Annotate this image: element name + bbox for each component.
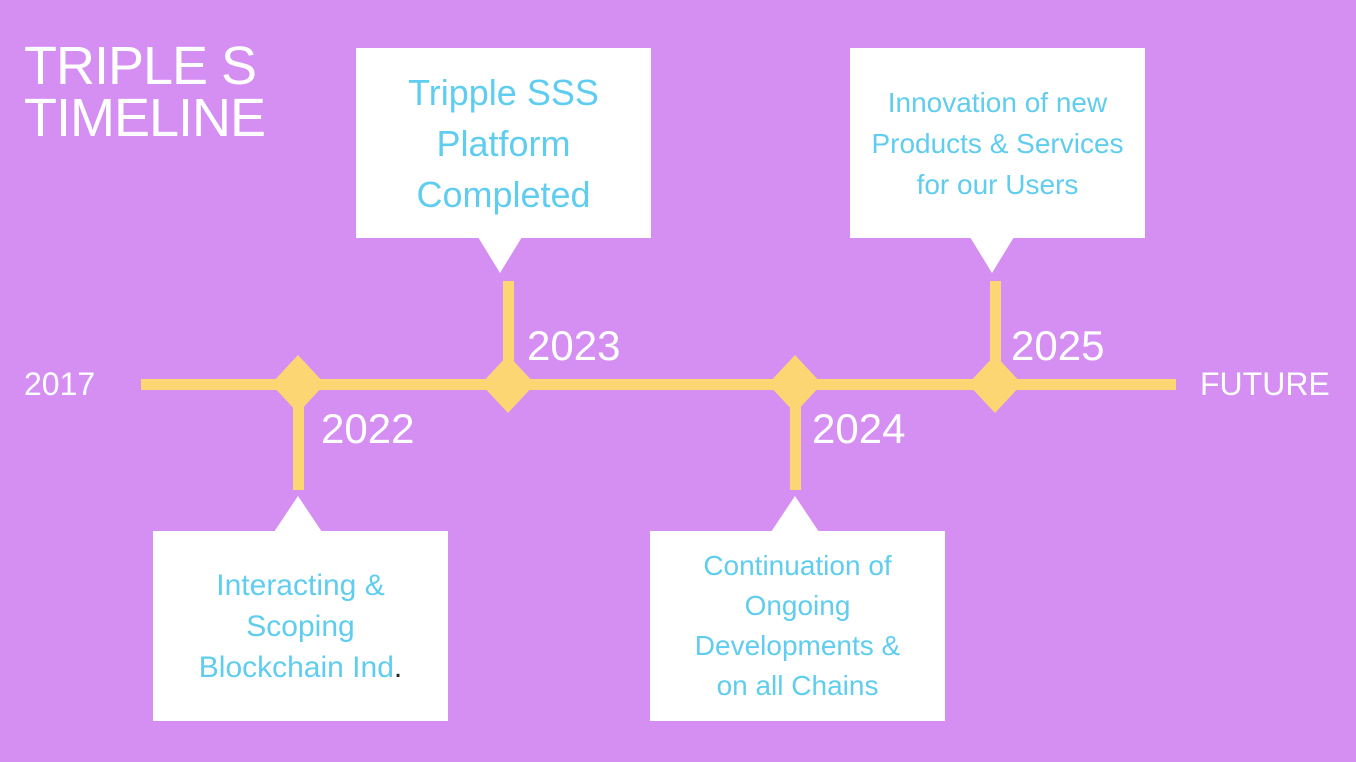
milestone-text-2024: Continuation of Ongoing Developments & o…: [694, 550, 901, 701]
milestone-text-2023: Tripple SSS Platform Completed: [408, 71, 599, 215]
stem-2024: [790, 384, 801, 490]
year-label-2023: 2023: [527, 322, 621, 369]
milestone-card-2023: Tripple SSS Platform Completed: [356, 48, 651, 238]
milestone-card-2022: Interacting & Scoping Blockchain Ind.: [153, 531, 448, 721]
node-2025: [968, 355, 1022, 413]
node-2024: [768, 355, 822, 413]
timeline-title: TRIPLE S TIMELINE: [24, 36, 266, 148]
stem-2022: [293, 384, 304, 490]
year-label-2022: 2022: [321, 405, 415, 452]
end-label: FUTURE: [1200, 366, 1330, 402]
milestone-text-2022: Interacting & Scoping Blockchain Ind: [198, 568, 394, 684]
year-label-2024: 2024: [812, 405, 906, 452]
stem-2023: [503, 281, 514, 384]
node-2023: [481, 355, 535, 413]
timeline-axis: [141, 379, 1176, 390]
title-line-2: TIMELINE: [24, 88, 266, 148]
milestone-card-2024: Continuation of Ongoing Developments & o…: [650, 531, 945, 721]
year-label-2025: 2025: [1011, 322, 1105, 369]
pointer-2024: [771, 496, 819, 532]
node-2022: [271, 355, 325, 413]
start-label: 2017: [24, 366, 96, 402]
pointer-2025: [970, 237, 1014, 273]
stem-2025: [990, 281, 1001, 384]
milestone-text-2025: Innovation of new Products & Services fo…: [871, 86, 1124, 200]
milestone-card-2025: Innovation of new Products & Services fo…: [850, 48, 1145, 238]
pointer-2023: [478, 237, 522, 273]
title-line-1: TRIPLE S: [24, 36, 257, 96]
milestone-text-2022-suffix: .: [393, 650, 403, 684]
pointer-2022: [274, 496, 322, 532]
